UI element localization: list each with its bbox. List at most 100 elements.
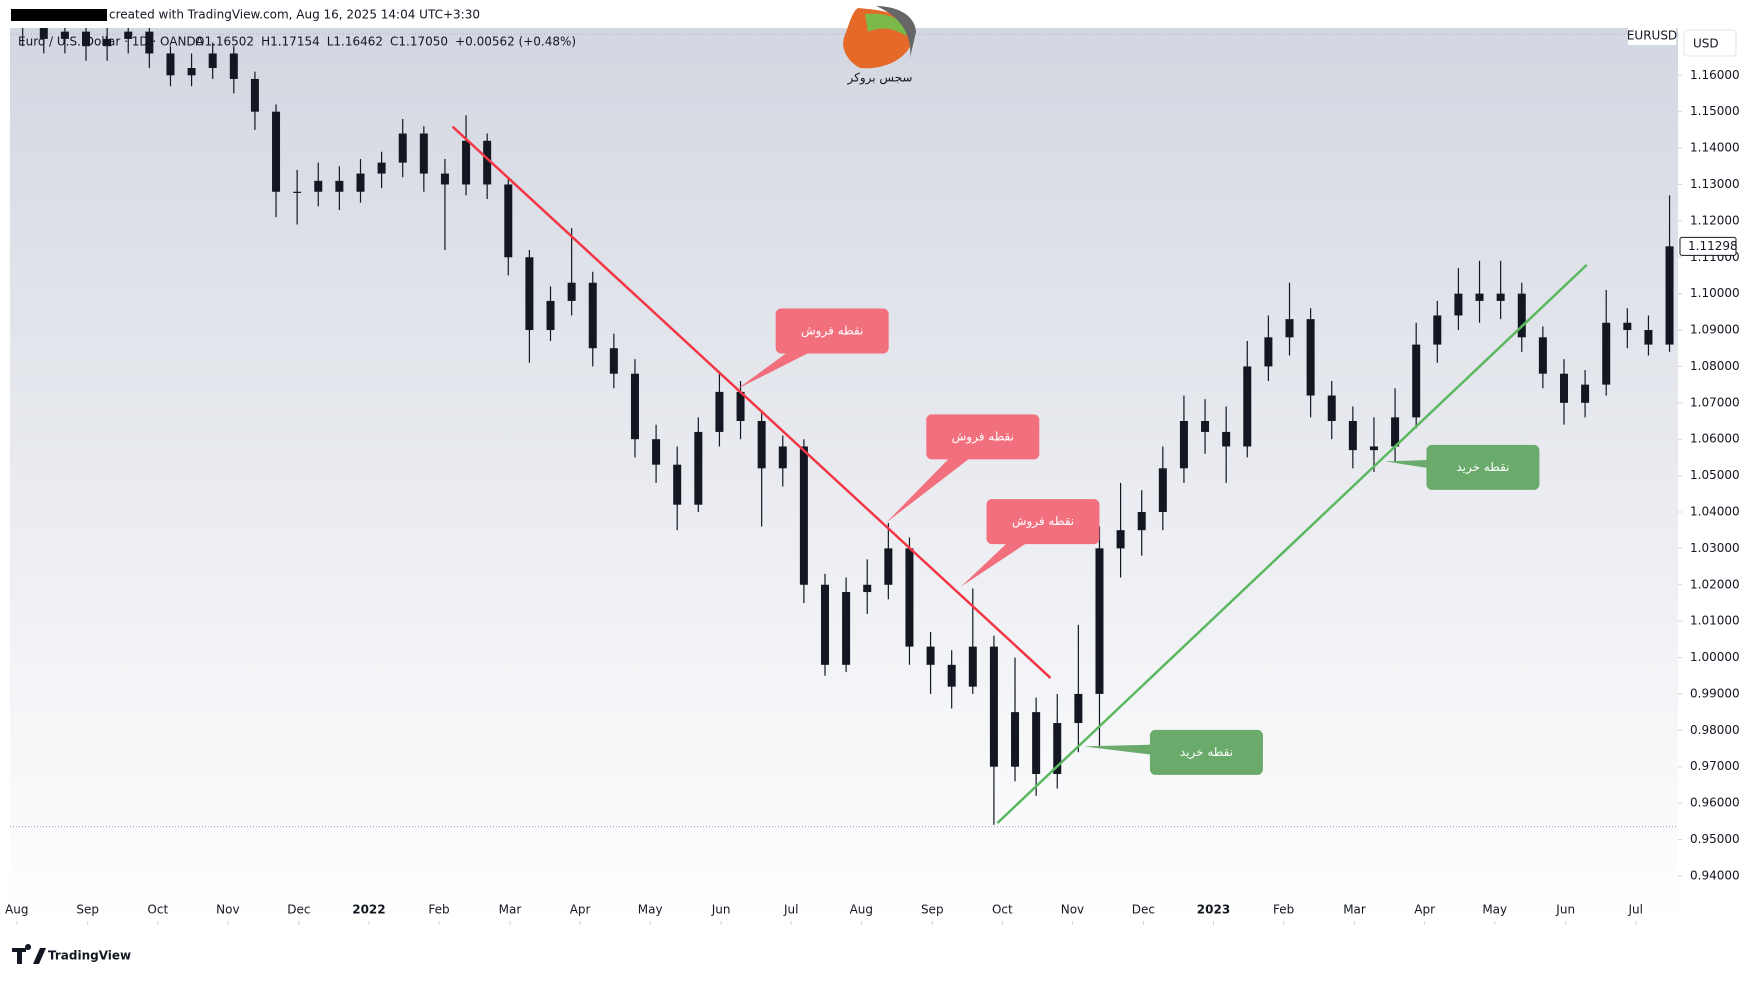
- x-tick-label: Jul: [1628, 903, 1643, 917]
- legend-value: L1.16462: [327, 35, 383, 49]
- candle-body: [905, 548, 914, 647]
- x-tick-label: Mar: [499, 903, 522, 917]
- candle-body: [863, 584, 872, 593]
- x-tick-label: Oct: [147, 903, 168, 917]
- last-price-label: 1.11298: [1688, 239, 1738, 253]
- candle-body: [1179, 421, 1188, 469]
- candle-body: [314, 180, 323, 192]
- x-tick-label: Sep: [921, 903, 944, 917]
- x-tick-label: 2022: [352, 903, 385, 917]
- candle-body: [1285, 319, 1294, 338]
- y-tick-label: 1.08000: [1690, 359, 1740, 373]
- candle-body: [1348, 421, 1357, 451]
- annotation-box: [1149, 729, 1263, 775]
- ohlc-legend: O1.16502 H1.17154 L1.16462 C1.17050 +0.00562…: [195, 35, 576, 49]
- candle-body: [82, 31, 91, 47]
- candle-body: [1391, 417, 1400, 447]
- candle-body: [440, 173, 449, 185]
- candle-body: [567, 282, 576, 301]
- x-tick-label: Jun: [1555, 903, 1575, 917]
- candle-body: [250, 78, 259, 112]
- candle-body: [377, 162, 386, 174]
- x-tick-label: Dec: [287, 903, 310, 917]
- annotation-box: [926, 414, 1040, 460]
- legend-value: C1.17050: [390, 35, 448, 49]
- annotation-box: [986, 499, 1100, 545]
- candle-body: [820, 584, 829, 665]
- y-tick-label: 0.99000: [1690, 686, 1740, 700]
- symbol-tag: [1628, 27, 1676, 45]
- candle-body: [1074, 693, 1083, 724]
- x-tick-label: May: [1482, 903, 1507, 917]
- x-tick-label: May: [638, 903, 663, 917]
- y-tick-label: 1.04000: [1690, 504, 1740, 518]
- candle-body: [525, 257, 534, 331]
- candle-body: [293, 191, 302, 193]
- y-tick-label: 0.97000: [1690, 759, 1740, 773]
- candle-body: [1137, 511, 1146, 531]
- y-tick-label: 0.94000: [1690, 868, 1740, 882]
- candle-body: [588, 282, 597, 349]
- y-tick-label: 1.09000: [1690, 323, 1740, 337]
- x-tick-label: Apr: [570, 903, 591, 917]
- y-tick-label: 0.98000: [1690, 723, 1740, 737]
- annotation-text: نقطه فروش: [952, 429, 1014, 444]
- x-tick-label: Nov: [216, 903, 239, 917]
- y-tick-label: 1.03000: [1690, 541, 1740, 555]
- y-tick-label: 1.12000: [1690, 213, 1740, 227]
- candle-body: [1538, 337, 1547, 374]
- candle-body: [609, 348, 618, 374]
- candle-body: [1306, 319, 1315, 396]
- annotation-text: نقطه فروش: [1012, 514, 1074, 529]
- y-tick-label: 1.13000: [1690, 177, 1740, 191]
- candle-body: [1095, 548, 1104, 694]
- candle-body: [673, 464, 682, 505]
- candle-body: [778, 446, 787, 469]
- candle-body: [124, 31, 133, 39]
- candle-body: [757, 421, 766, 469]
- logo: [843, 6, 916, 69]
- candle-body: [419, 133, 428, 174]
- candle-body: [208, 53, 217, 69]
- x-tick-label: Dec: [1132, 903, 1155, 917]
- candle-body: [1264, 337, 1273, 367]
- candle-body: [462, 140, 471, 185]
- candle-body: [884, 548, 893, 585]
- candle-body: [272, 111, 281, 192]
- candle-body: [968, 646, 977, 687]
- candle-body: [799, 446, 808, 585]
- candle-body: [356, 173, 365, 192]
- x-tick-label: Aug: [5, 903, 28, 917]
- y-tick-label: 1.02000: [1690, 577, 1740, 591]
- candle-body: [103, 38, 112, 47]
- x-tick-label: Mar: [1343, 903, 1366, 917]
- candle-body: [1644, 330, 1653, 345]
- x-tick-label: Sep: [76, 903, 99, 917]
- symbol-label: EURUSD: [1627, 29, 1677, 43]
- candle-body: [1581, 384, 1590, 403]
- candle-body: [736, 391, 745, 422]
- candle-body: [187, 68, 196, 76]
- candle-body: [1158, 468, 1167, 512]
- last-price-badge: [1679, 236, 1737, 256]
- trend-line: [996, 263, 1588, 825]
- candle-body: [1623, 322, 1632, 331]
- legend-value: O1.16502: [195, 35, 254, 49]
- candle-body: [989, 646, 998, 767]
- plot: [10, 28, 1678, 828]
- candle-body: [947, 664, 956, 687]
- trend-line: [451, 125, 1052, 679]
- candle-body: [1496, 293, 1505, 301]
- candle-body: [926, 646, 935, 665]
- candle-body: [546, 300, 555, 331]
- candle-body: [652, 439, 661, 465]
- annotation-box: [1426, 444, 1540, 490]
- y-tick-label: 1.05000: [1690, 468, 1740, 482]
- candle-body: [1602, 322, 1611, 385]
- candle-body: [1475, 293, 1484, 301]
- candle-body: [229, 53, 238, 79]
- candle-body: [842, 592, 851, 665]
- candle-body: [1433, 315, 1442, 345]
- candle-body: [1116, 530, 1125, 549]
